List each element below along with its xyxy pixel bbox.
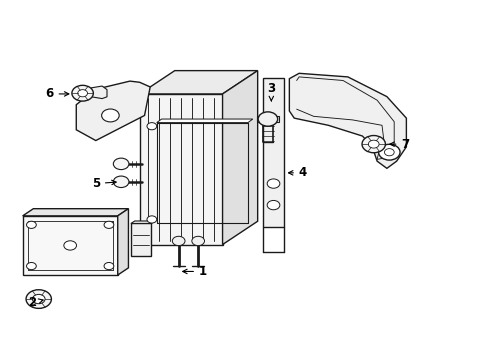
- Polygon shape: [118, 209, 128, 275]
- Polygon shape: [222, 71, 257, 244]
- Polygon shape: [289, 73, 406, 168]
- Polygon shape: [157, 119, 252, 123]
- Circle shape: [32, 294, 45, 304]
- Polygon shape: [22, 216, 118, 275]
- Circle shape: [64, 241, 76, 250]
- Circle shape: [367, 140, 378, 148]
- Circle shape: [266, 201, 279, 210]
- Circle shape: [78, 90, 87, 97]
- Polygon shape: [76, 81, 150, 140]
- Polygon shape: [22, 209, 128, 216]
- Circle shape: [113, 176, 129, 188]
- Circle shape: [26, 262, 36, 270]
- Polygon shape: [262, 78, 284, 226]
- Circle shape: [378, 144, 399, 160]
- Text: 3: 3: [267, 82, 275, 101]
- Text: 6: 6: [45, 87, 69, 100]
- Circle shape: [266, 179, 279, 188]
- Circle shape: [104, 221, 114, 228]
- Circle shape: [26, 290, 51, 309]
- Polygon shape: [257, 116, 278, 122]
- Polygon shape: [131, 224, 151, 256]
- Circle shape: [72, 85, 93, 101]
- Text: 7: 7: [389, 138, 408, 150]
- Polygon shape: [140, 94, 222, 244]
- Text: 5: 5: [91, 177, 116, 190]
- Polygon shape: [131, 221, 155, 224]
- Circle shape: [191, 236, 204, 246]
- Circle shape: [147, 216, 157, 223]
- Circle shape: [104, 262, 114, 270]
- Circle shape: [26, 221, 36, 228]
- Circle shape: [172, 236, 184, 246]
- Circle shape: [361, 135, 385, 153]
- Circle shape: [384, 149, 393, 156]
- Text: 2: 2: [28, 296, 43, 309]
- Circle shape: [258, 112, 277, 126]
- Circle shape: [113, 158, 129, 170]
- Circle shape: [147, 123, 157, 130]
- Polygon shape: [140, 71, 257, 94]
- Circle shape: [102, 109, 119, 122]
- Text: 1: 1: [183, 265, 207, 278]
- Polygon shape: [91, 86, 107, 99]
- Text: 4: 4: [288, 166, 306, 179]
